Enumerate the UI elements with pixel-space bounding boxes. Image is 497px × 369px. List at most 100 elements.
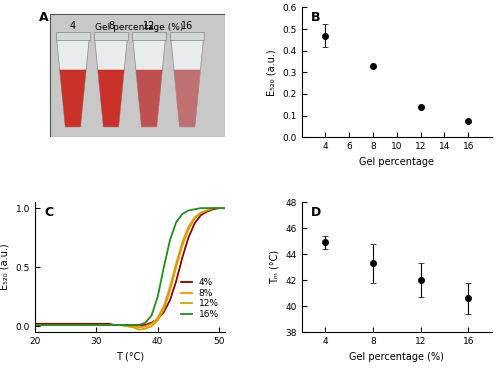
12% [130, 325, 136, 330]
12% [87, 323, 93, 327]
4% [173, 279, 179, 283]
16% [69, 323, 75, 327]
4% [167, 298, 173, 303]
4% [44, 322, 50, 326]
8% [118, 323, 124, 327]
16% [198, 206, 204, 210]
12% [63, 323, 69, 327]
4% [130, 323, 136, 327]
Y-axis label: E₅₂₀ (a.u.): E₅₂₀ (a.u.) [267, 49, 277, 96]
16% [50, 323, 56, 327]
X-axis label: Gel percentage (%): Gel percentage (%) [349, 352, 444, 362]
4% [216, 206, 222, 210]
16% [179, 212, 185, 216]
16% [56, 323, 62, 327]
4% [50, 322, 56, 326]
12% [50, 323, 56, 327]
8% [38, 323, 44, 327]
8% [185, 225, 191, 229]
Line: 16%: 16% [35, 208, 225, 325]
8% [32, 323, 38, 327]
4% [185, 235, 191, 240]
4% [118, 323, 124, 327]
16% [149, 313, 155, 318]
16% [38, 323, 44, 327]
4% [161, 310, 167, 314]
4% [192, 221, 198, 226]
Polygon shape [174, 70, 200, 127]
16% [124, 323, 130, 327]
Polygon shape [95, 40, 127, 127]
16% [192, 207, 198, 211]
16% [161, 265, 167, 269]
Bar [132, 32, 166, 40]
8% [173, 261, 179, 266]
12% [216, 206, 222, 210]
12% [149, 324, 155, 328]
Polygon shape [171, 40, 203, 127]
12% [32, 323, 38, 327]
4% [75, 322, 81, 326]
12% [99, 323, 105, 327]
16% [167, 238, 173, 242]
4% [204, 210, 210, 214]
16% [216, 206, 222, 210]
12% [69, 323, 75, 327]
Polygon shape [57, 40, 89, 127]
16% [112, 323, 118, 327]
4% [210, 207, 216, 211]
4% [222, 206, 228, 210]
16% [87, 323, 93, 327]
8% [87, 323, 93, 327]
4% [198, 213, 204, 217]
12% [204, 208, 210, 213]
4% [56, 322, 62, 326]
8% [155, 316, 161, 320]
Text: 8: 8 [108, 21, 114, 31]
4% [124, 323, 130, 327]
Text: 16: 16 [181, 21, 193, 31]
16% [143, 320, 149, 325]
4% [63, 322, 69, 326]
4% [149, 320, 155, 325]
Text: C: C [44, 206, 54, 219]
16% [155, 294, 161, 299]
12% [124, 324, 130, 328]
8% [149, 322, 155, 326]
Line: 12%: 12% [35, 208, 225, 330]
12% [173, 265, 179, 269]
12% [155, 318, 161, 323]
4% [87, 322, 93, 326]
12% [167, 289, 173, 293]
4% [105, 322, 111, 326]
Polygon shape [136, 70, 163, 127]
Text: 12: 12 [143, 21, 155, 31]
8% [105, 323, 111, 327]
4% [81, 322, 87, 326]
Text: D: D [311, 206, 321, 219]
16% [81, 323, 87, 327]
16% [99, 323, 105, 327]
16% [75, 323, 81, 327]
12% [198, 211, 204, 215]
12% [179, 244, 185, 248]
4% [143, 323, 149, 327]
8% [210, 206, 216, 210]
12% [44, 323, 50, 327]
4% [99, 322, 105, 326]
Text: B: B [311, 11, 321, 24]
X-axis label: T (°C): T (°C) [116, 352, 144, 362]
12% [136, 328, 142, 332]
12% [161, 307, 167, 312]
Polygon shape [133, 40, 166, 127]
8% [192, 215, 198, 220]
Line: 4%: 4% [35, 208, 225, 325]
8% [222, 206, 228, 210]
16% [105, 323, 111, 327]
12% [210, 206, 216, 210]
12% [56, 323, 62, 327]
4% [155, 317, 161, 321]
Bar [94, 32, 128, 40]
16% [63, 323, 69, 327]
Line: 8%: 8% [35, 208, 225, 327]
